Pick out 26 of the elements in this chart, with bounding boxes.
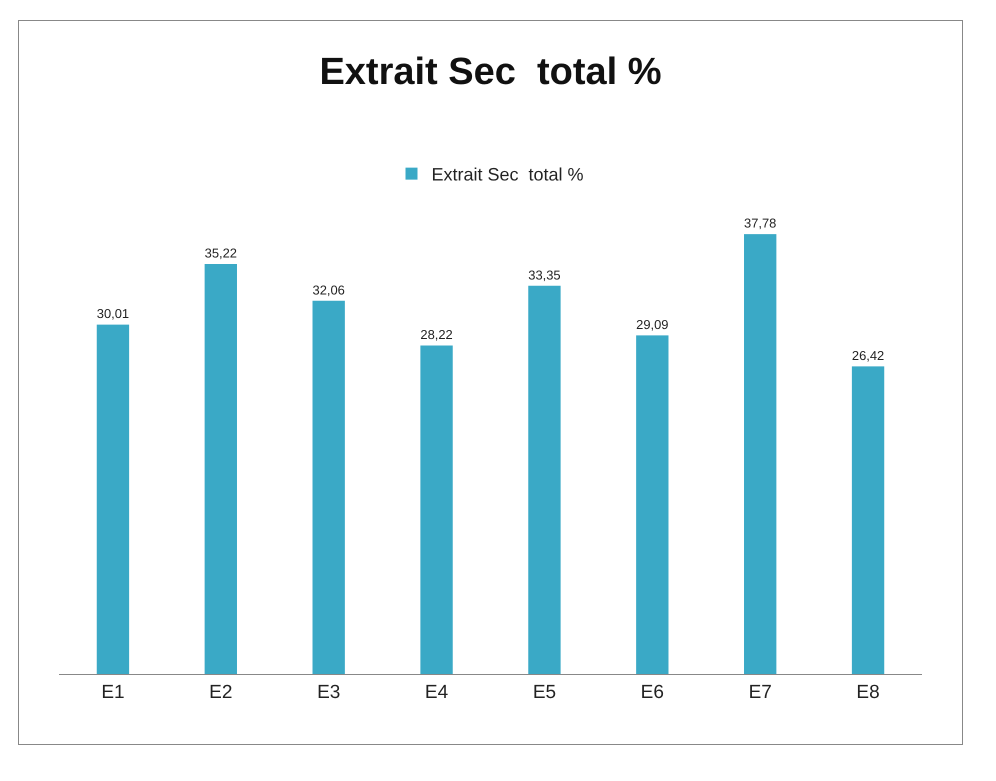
x-tick-label: E5	[532, 682, 556, 703]
data-label: 30,01	[96, 306, 130, 322]
x-tick-label: E8	[856, 682, 880, 703]
x-tick-label: E1	[101, 682, 125, 703]
legend-label: Extrait Sec total %	[432, 164, 584, 185]
data-label: 26,42	[852, 348, 884, 364]
bar	[204, 264, 237, 674]
data-label: 33,35	[528, 267, 561, 282]
x-tick-label: E3	[317, 682, 340, 703]
data-label: 29,09	[636, 316, 668, 332]
data-label: 32,06	[312, 282, 345, 298]
bar	[420, 345, 453, 674]
x-tick-label: E4	[424, 682, 449, 703]
chart-title: Extrait Sec total %	[319, 50, 662, 93]
data-label: 28,22	[420, 327, 453, 342]
x-tick-label: E7	[748, 682, 772, 703]
data-label: 37,78	[744, 216, 776, 231]
data-label: 35,22	[204, 246, 237, 261]
x-tick-label: E6	[640, 682, 664, 703]
bar	[852, 366, 884, 674]
bar	[528, 286, 561, 674]
x-tick-label: E2	[209, 682, 232, 703]
bar	[96, 324, 130, 674]
bar	[636, 335, 668, 674]
bar	[312, 300, 345, 674]
bar	[744, 234, 776, 674]
